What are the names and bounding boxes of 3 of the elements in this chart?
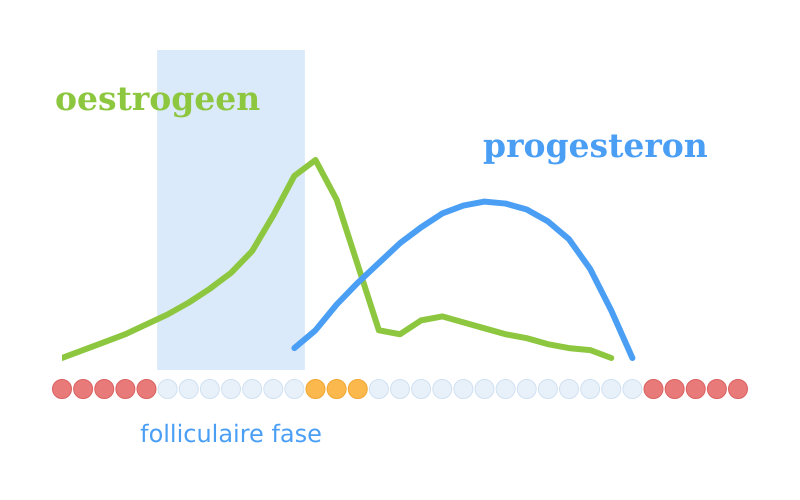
text: folliculaire fase (140, 420, 322, 448)
series-label: progesteron (483, 126, 708, 165)
text: oestrogeen (55, 79, 260, 118)
